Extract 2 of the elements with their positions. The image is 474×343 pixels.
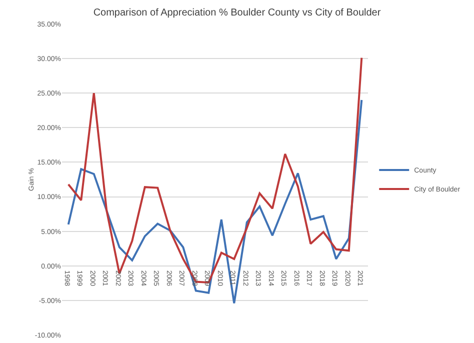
line-series [67, 99, 363, 304]
chart-title: Comparison of Appreciation % Boulder County vs City of Boulder [93, 8, 382, 19]
